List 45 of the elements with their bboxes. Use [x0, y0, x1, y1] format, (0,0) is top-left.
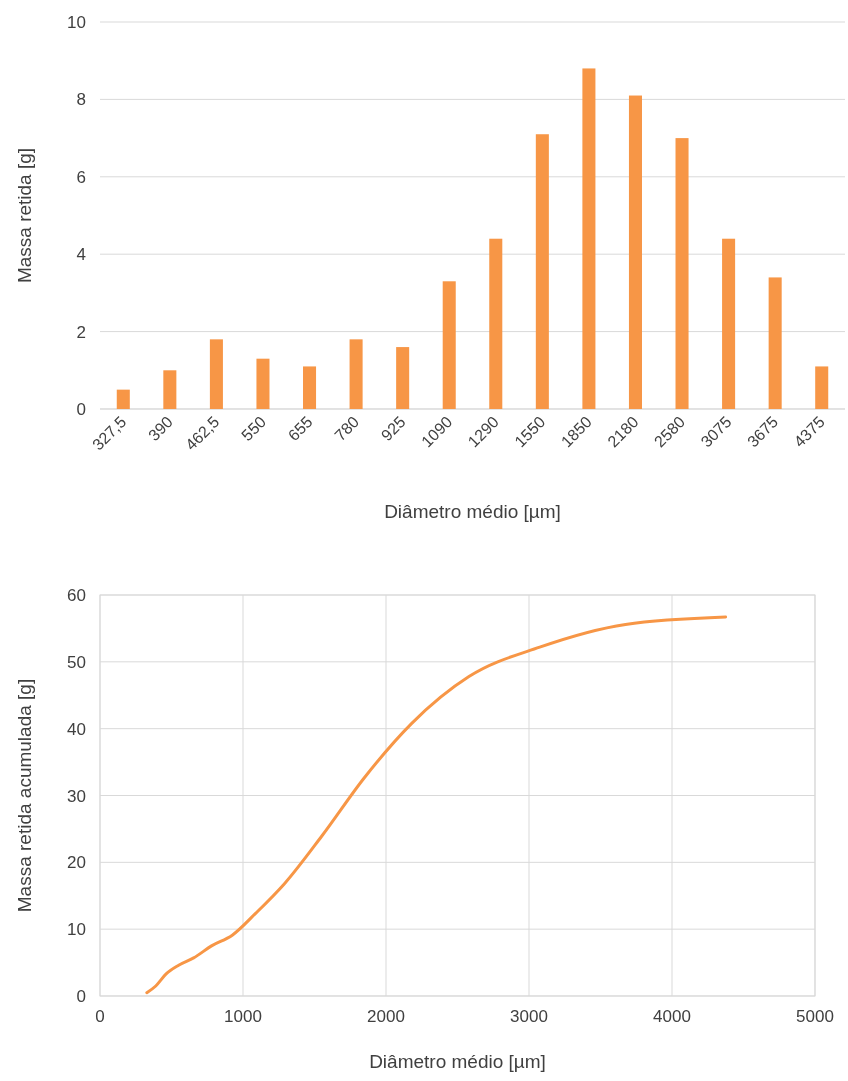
y-axis-title: Massa retida acumulada [g] [14, 678, 35, 913]
bar [256, 358, 270, 409]
x-tick-label: 780 [331, 413, 363, 444]
bar [116, 389, 130, 409]
line-series [145, 615, 728, 995]
x-tick-label: 1000 [224, 1007, 262, 1026]
bar [303, 366, 317, 409]
x-tick-label: 550 [238, 413, 270, 444]
bar [489, 238, 503, 409]
x-axis-title: Diâmetro médio [µm] [369, 1051, 546, 1072]
x-axis-title: Diâmetro médio [µm] [384, 501, 561, 522]
x-tick-label: 925 [377, 413, 409, 444]
y-tick-label: 0 [76, 987, 86, 1006]
bar [209, 339, 223, 409]
y-tick-label: 50 [67, 652, 86, 672]
y-tick-label: 30 [67, 786, 86, 806]
y-tick-label: 10 [67, 13, 86, 32]
y-tick-label: 8 [76, 90, 86, 110]
y-tick-label: 10 [67, 920, 86, 940]
y-tick-label: 6 [76, 167, 86, 187]
y-tick-label: 60 [67, 586, 86, 605]
x-tick-label: 390 [145, 413, 177, 444]
bar [582, 68, 596, 409]
x-tick-label: 0 [95, 1007, 105, 1026]
y-tick-label: 2 [76, 322, 86, 342]
y-axis-title: Massa retida [g] [14, 147, 35, 284]
bar [628, 95, 642, 409]
bar [442, 281, 456, 409]
bar [349, 339, 363, 409]
bar [535, 134, 549, 409]
bar [163, 370, 177, 409]
bar [722, 238, 736, 409]
bar [396, 347, 410, 409]
y-tick-label: 0 [76, 400, 86, 419]
bar [768, 277, 782, 409]
x-tick-label: 2000 [367, 1007, 405, 1026]
x-tick-label: 4000 [653, 1007, 691, 1026]
x-tick-label: 3000 [510, 1007, 548, 1026]
y-tick-label: 40 [67, 719, 86, 739]
bar [675, 138, 689, 409]
bar [815, 366, 829, 409]
y-tick-label: 4 [76, 245, 86, 265]
x-tick-label: 5000 [796, 1007, 834, 1026]
x-tick-label: 655 [284, 413, 316, 444]
y-tick-label: 20 [67, 853, 86, 873]
